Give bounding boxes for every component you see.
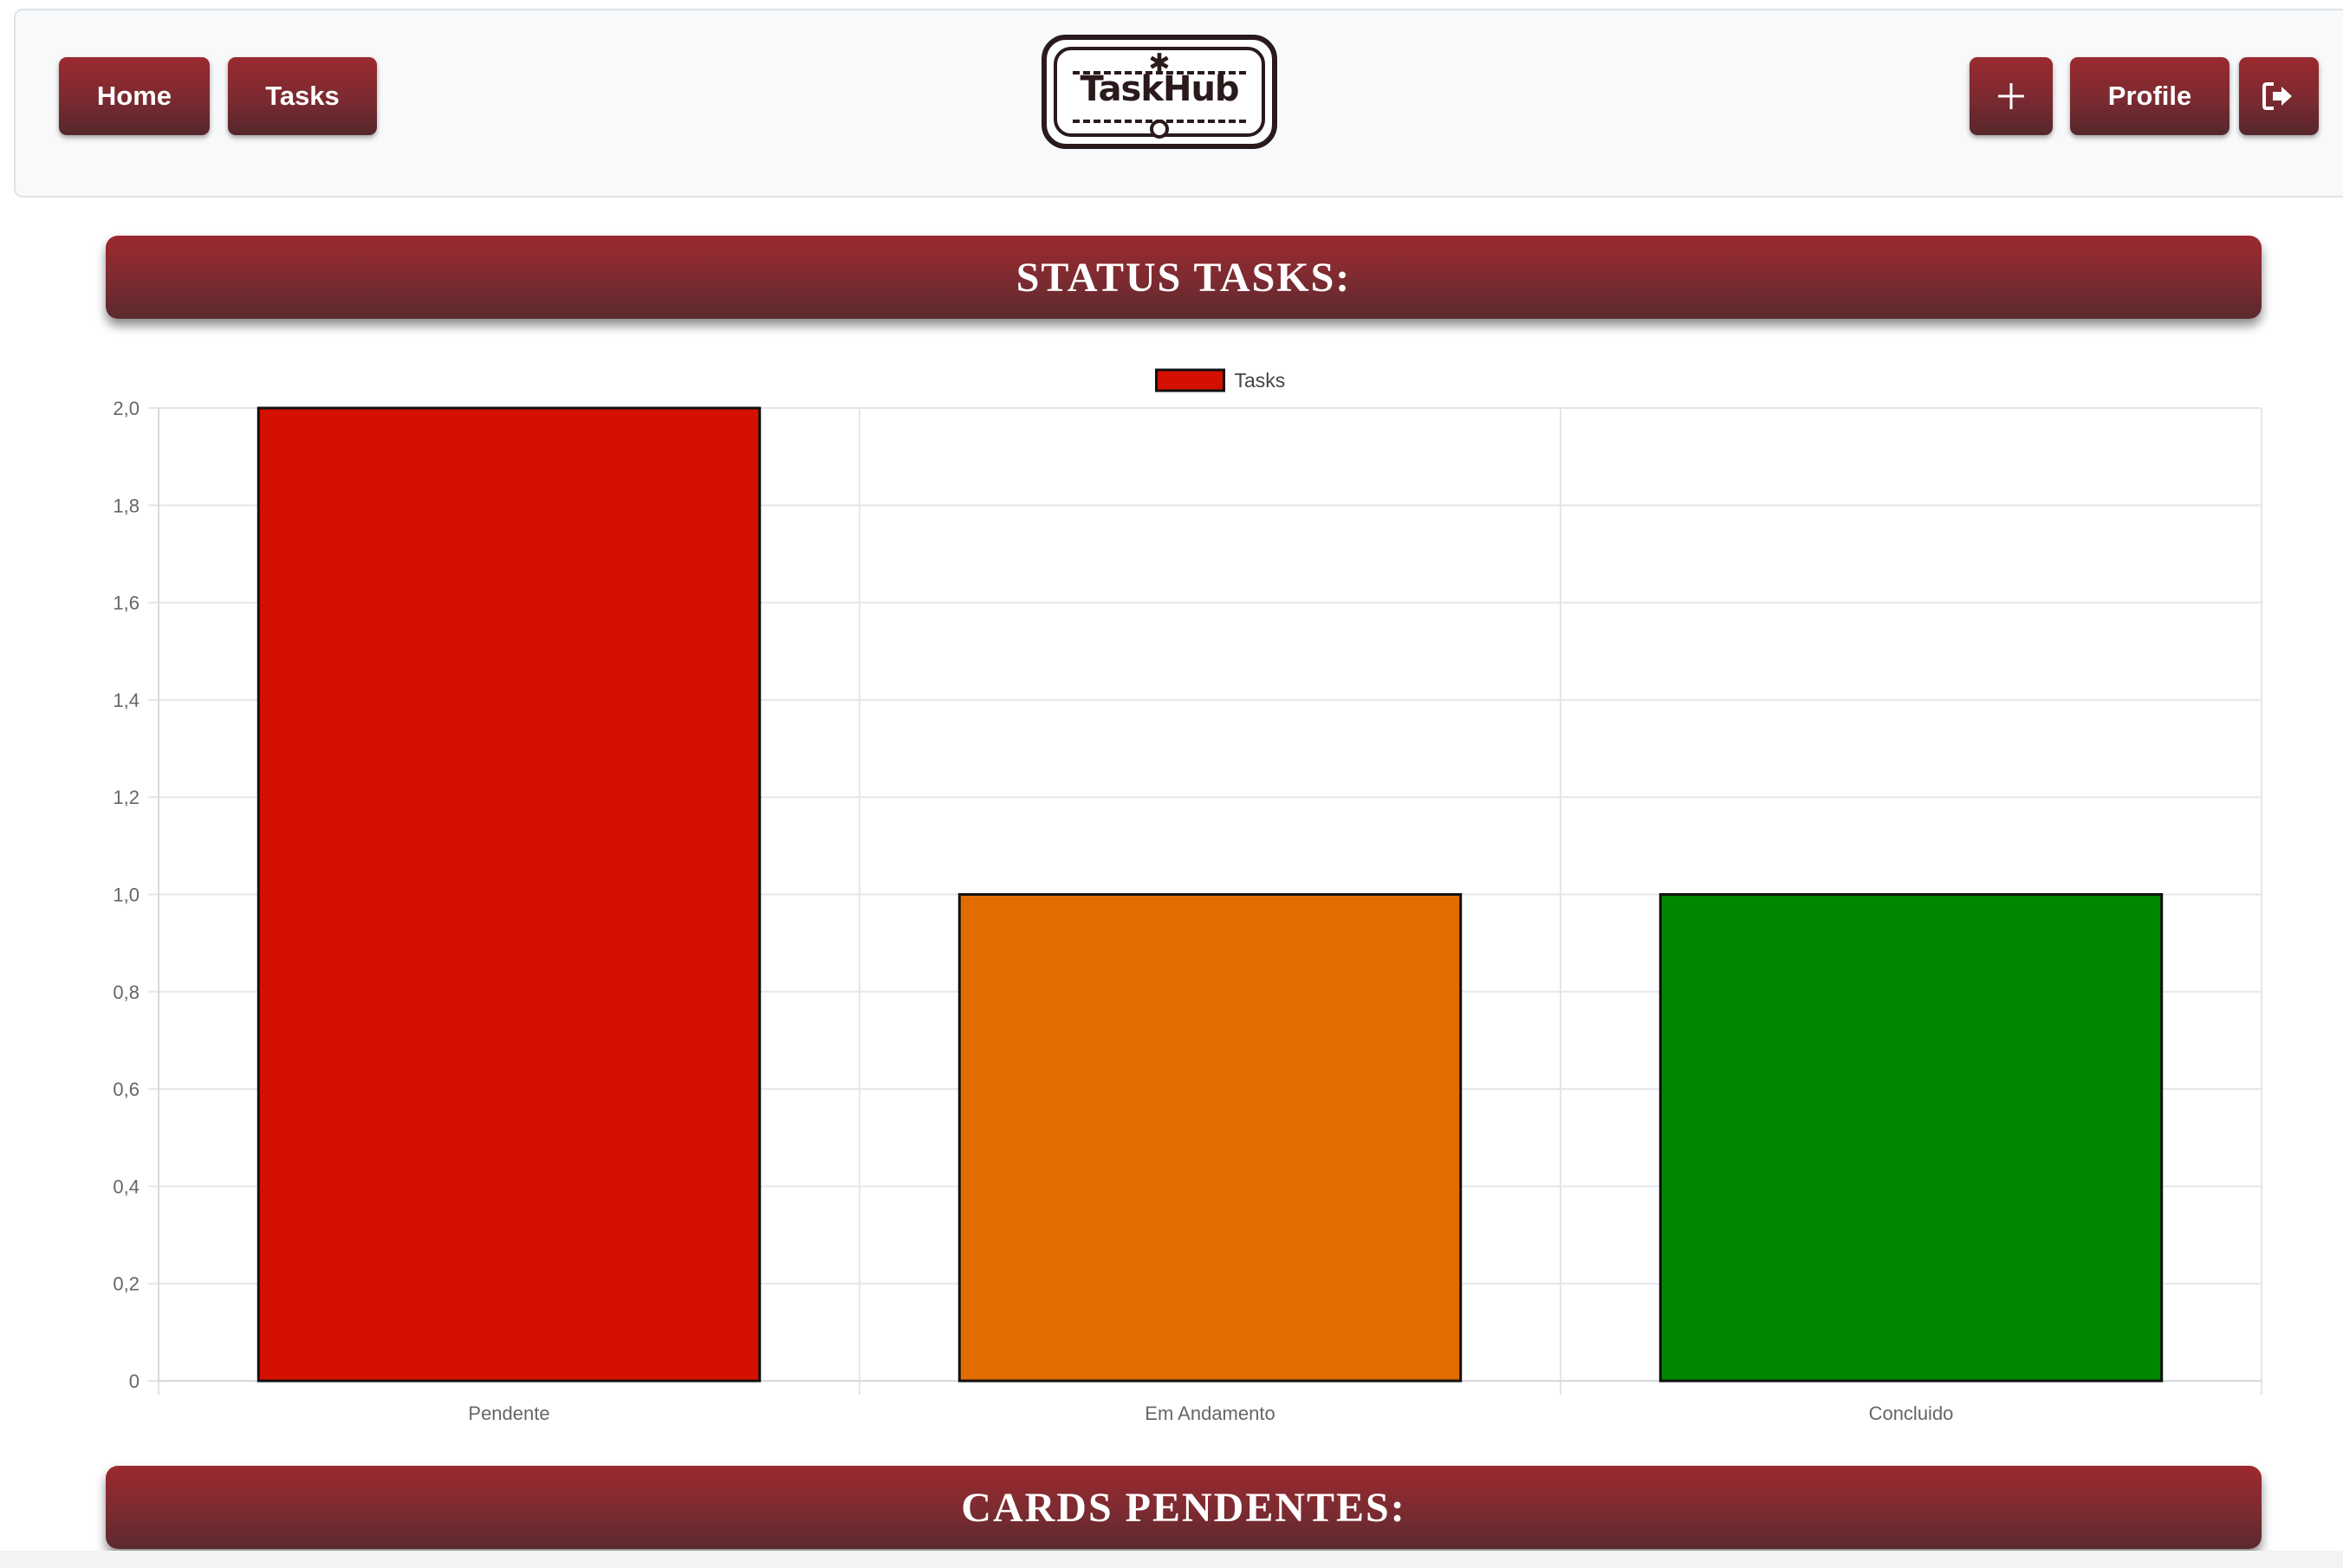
y-tick-label: 0,4 (113, 1176, 140, 1197)
page-bottom-strip (0, 1551, 2343, 1568)
y-tick-label: 1,4 (113, 690, 140, 711)
logout-icon (2262, 82, 2292, 110)
y-tick-label: 0,2 (113, 1273, 140, 1295)
y-tick-label: 1,8 (113, 495, 140, 516)
bar-pendente (256, 406, 762, 1383)
bar-concluido (1658, 893, 2164, 1383)
y-tick-label: 1,6 (113, 593, 140, 614)
plus-icon (1998, 83, 2024, 109)
taskhub-logo[interactable]: ✱ TaskHub (1042, 35, 1277, 149)
y-tick-label: 1,0 (113, 884, 140, 906)
y-tick-label: 0,6 (113, 1079, 140, 1100)
legend-label: Tasks (1235, 369, 1286, 392)
x-tick-label: Concluido (1869, 1403, 1954, 1424)
logout-button[interactable] (2239, 57, 2319, 135)
home-button[interactable]: Home (59, 57, 210, 135)
add-task-button[interactable] (1970, 57, 2053, 135)
x-tick-label: Em Andamento (1145, 1403, 1275, 1424)
x-tick-label: Pendente (468, 1403, 549, 1424)
pin-icon (1150, 120, 1169, 139)
y-tick-label: 0 (129, 1370, 140, 1392)
cards-pendentes-title: CARDS PENDENTES: (961, 1484, 1406, 1531)
logo-text: TaskHub (1080, 69, 1239, 109)
profile-button[interactable]: Profile (2070, 57, 2229, 135)
bar-em-andamento (957, 893, 1463, 1383)
status-tasks-title: STATUS TASKS: (1016, 254, 1352, 301)
cards-pendentes-header: CARDS PENDENTES: (106, 1466, 2262, 1549)
tasks-button[interactable]: Tasks (228, 57, 377, 135)
status-tasks-header: STATUS TASKS: (106, 236, 2262, 319)
y-tick-label: 0,8 (113, 982, 140, 1003)
y-tick-label: 1,2 (113, 787, 140, 808)
y-tick-label: 2,0 (113, 398, 140, 419)
logo-divider (1073, 71, 1246, 75)
legend-swatch (1155, 368, 1225, 392)
